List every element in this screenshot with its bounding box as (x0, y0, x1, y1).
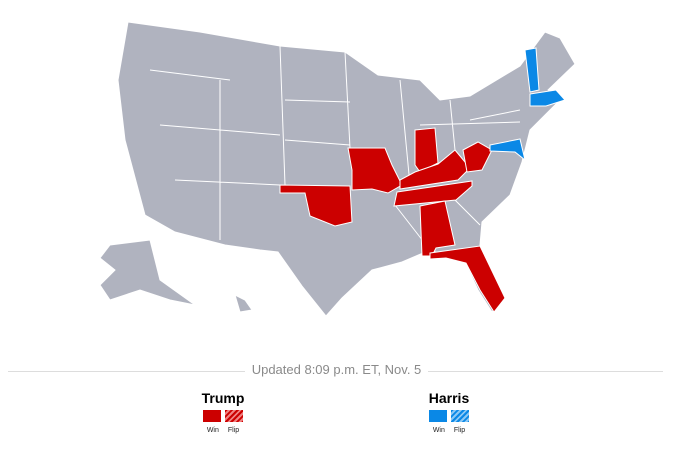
state-vermont[interactable] (524, 47, 540, 93)
state-tennessee[interactable] (393, 180, 473, 207)
legend-trump-name: Trump (201, 390, 245, 406)
legend-harris: Harris Win Flip (424, 390, 474, 434)
state-missouri[interactable] (347, 147, 403, 194)
state-west-virginia[interactable] (462, 141, 493, 173)
state-florida[interactable] (429, 245, 506, 313)
state-borders (149, 45, 521, 251)
legend-trump: Trump Win Flip (198, 390, 248, 434)
harris-win-swatch (429, 410, 447, 422)
divider-right (428, 371, 663, 372)
harris-flip-label: Flip (453, 427, 466, 434)
state-massachusetts[interactable] (529, 89, 566, 107)
state-oklahoma[interactable] (279, 184, 353, 227)
legend-harris-name: Harris (428, 390, 470, 406)
trump-flip-swatch (225, 410, 243, 422)
updated-timestamp: Updated 8:09 p.m. ET, Nov. 5 (251, 362, 422, 377)
state-alabama[interactable] (419, 200, 456, 257)
mainland-us (117, 21, 576, 317)
us-election-map (99, 21, 576, 317)
alaska (99, 239, 196, 306)
harris-win-label: Win (432, 427, 445, 434)
trump-win-swatch (203, 410, 221, 422)
hawaii (234, 294, 253, 313)
trump-win-label: Win (206, 427, 219, 434)
harris-flip-swatch (451, 410, 469, 422)
trump-flip-label: Flip (227, 427, 240, 434)
divider-left (8, 371, 245, 372)
state-maryland[interactable] (489, 138, 526, 162)
state-kentucky[interactable] (399, 149, 471, 190)
